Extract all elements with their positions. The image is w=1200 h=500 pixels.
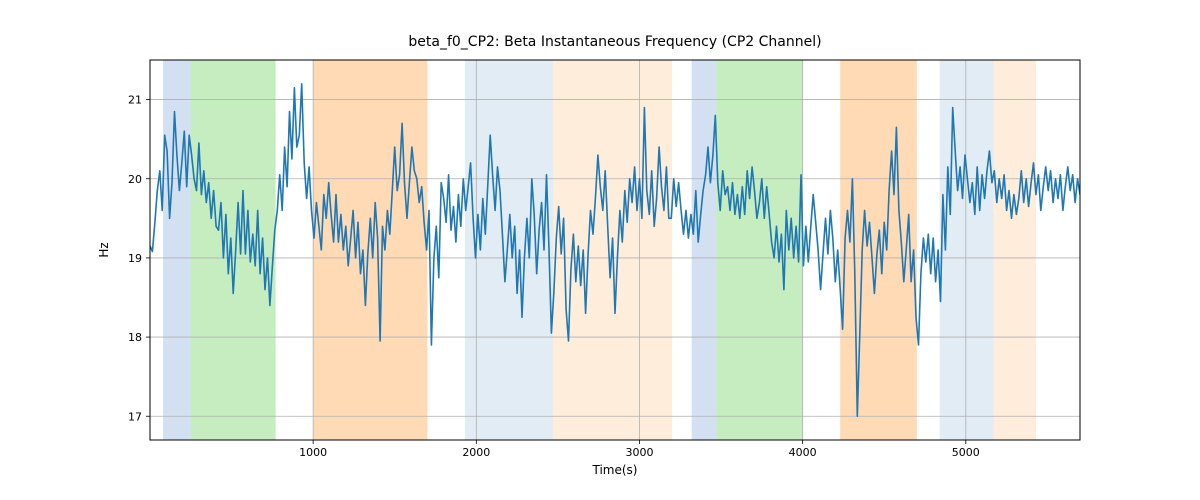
shading-band-6 [716, 60, 802, 440]
chart-container: 1000 2000 3000 4000 5000 17 18 19 20 21 Time(s) Hz b… [0, 0, 1200, 500]
shading-band-8 [940, 60, 994, 440]
shading-band-0 [163, 60, 191, 440]
x-axis-label: Time(s) [592, 463, 638, 477]
x-tick-label: 3000 [625, 446, 653, 459]
y-tick-label: 18 [128, 331, 142, 344]
shading-band-5 [692, 60, 716, 440]
shading-band-7 [840, 60, 917, 440]
y-axis-label: Hz [97, 242, 111, 257]
chart-title: beta_f0_CP2: Beta Instantaneous Frequenc… [408, 34, 821, 50]
y-tick-label: 21 [128, 94, 142, 107]
x-tick-label: 1000 [299, 446, 327, 459]
x-tick-label: 5000 [952, 446, 980, 459]
shading-band-9 [994, 60, 1036, 440]
y-tick-label: 20 [128, 173, 142, 186]
shading-band-3 [465, 60, 553, 440]
x-tick-label: 2000 [462, 446, 490, 459]
x-tick-label: 4000 [789, 446, 817, 459]
shading-band-2 [313, 60, 427, 440]
y-tick-label: 19 [128, 252, 142, 265]
y-tick-label: 17 [128, 410, 142, 423]
chart-svg: 1000 2000 3000 4000 5000 17 18 19 20 21 Time(s) Hz b… [0, 0, 1200, 500]
